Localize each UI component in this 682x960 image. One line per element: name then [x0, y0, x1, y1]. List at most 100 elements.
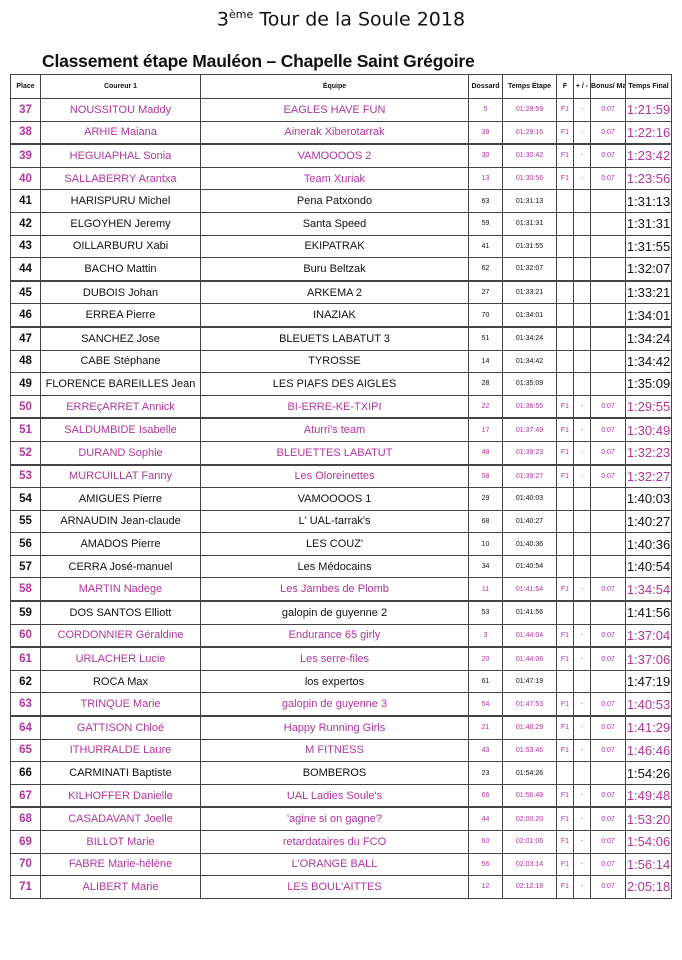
cell-place: 63: [10, 692, 41, 717]
cell-temps-final: 1:53:20: [625, 806, 672, 832]
cell-temps-final: 1:23:56: [625, 166, 672, 191]
cell-coureur: TRINQUE Marie: [40, 692, 201, 717]
cell-place: 39: [10, 143, 41, 168]
table-row: 66 CARMINATI Baptiste BOMBEROS 23 01:54:26 1:…: [10, 761, 672, 785]
cell-dossard: 28: [468, 372, 503, 396]
cell-bonus-malus: 0:07: [590, 646, 626, 671]
cell-temps-etape: 01:33:21: [502, 279, 557, 305]
cell-equipe: los expertos: [200, 669, 469, 694]
cell-coureur: DUBOIS Johan: [40, 279, 201, 305]
cell-coureur: SALLABERRY Arantxa: [40, 166, 201, 191]
column-header-bonus-malus: Bonus/ Malus: [590, 74, 626, 99]
cell-plus-minus: [573, 761, 591, 785]
cell-place: 70: [10, 852, 41, 877]
cell-f: F1: [556, 440, 574, 466]
cell-temps-final: 1:40:54: [625, 554, 672, 579]
cell-dossard: 17: [468, 417, 503, 442]
cell-temps-etape: 01:44:06: [502, 646, 557, 671]
column-header-temps-etape: Temps Étape: [502, 74, 557, 99]
cell-coureur: ERREA Pierre: [40, 303, 201, 328]
cell-temps-etape: 01:35:09: [502, 372, 557, 396]
cell-bonus-malus: [590, 234, 626, 259]
cell-plus-minus: [573, 257, 591, 282]
cell-coureur: ITHURRALDE Laure: [40, 738, 201, 763]
table-row: 41 HARISPURU Michel Pena Patxondo 63 01:31:1…: [10, 189, 672, 213]
cell-bonus-malus: 0:07: [590, 806, 626, 832]
cell-plus-minus: [573, 372, 591, 396]
table-row: 51 SALDUMBIDE Isabelle Aturri's team 17 01:3…: [10, 417, 672, 442]
cell-dossard: 20: [468, 646, 503, 671]
cell-equipe: L'ORANGE BALL: [200, 852, 469, 877]
cell-place: 44: [10, 257, 41, 282]
cell-place: 40: [10, 166, 41, 191]
cell-coureur: GATTISON Chloé: [40, 715, 201, 740]
cell-place: 58: [10, 577, 41, 602]
cell-temps-etape: 01:31:55: [502, 234, 557, 259]
column-header-place: Place: [10, 74, 41, 99]
cell-place: 59: [10, 600, 41, 625]
results-table: Place Coureur 1 Équipe Dossard Temps Étape F +…: [10, 74, 672, 899]
cell-coureur: ALIBERT Marie: [40, 875, 201, 899]
cell-place: 46: [10, 303, 41, 328]
cell-f: F1: [556, 623, 574, 648]
cell-temps-final: 1:54:06: [625, 830, 672, 854]
table-row: 61 URLACHER Lucie Les serre-files 20 01:44:0…: [10, 646, 672, 671]
cell-place: 67: [10, 783, 41, 808]
cell-plus-minus: [573, 532, 591, 556]
cell-equipe: Ainerak Xiberotarrak: [200, 120, 469, 145]
cell-bonus-malus: [590, 257, 626, 282]
cell-f: F1: [556, 806, 574, 832]
cell-coureur: CARMINATI Baptiste: [40, 761, 201, 785]
cell-temps-etape: 01:41:56: [502, 600, 557, 625]
cell-place: 57: [10, 554, 41, 579]
column-header-coureur: Coureur 1: [40, 74, 201, 99]
cell-equipe: Les Oloreinettes: [200, 463, 469, 489]
cell-temps-final: 1:41:56: [625, 600, 672, 625]
cell-coureur: DOS SANTOS Elliott: [40, 600, 201, 625]
cell-temps-etape: 01:29:16: [502, 120, 557, 145]
cell-dossard: 30: [468, 143, 503, 168]
cell-place: 47: [10, 325, 41, 351]
cell-bonus-malus: 0:07: [590, 623, 626, 648]
cell-f: F1: [556, 783, 574, 808]
cell-f: F1: [556, 830, 574, 854]
cell-bonus-malus: 0:07: [590, 783, 626, 808]
cell-plus-minus: -: [573, 875, 591, 899]
cell-equipe: Les serre-files: [200, 646, 469, 671]
cell-place: 45: [10, 279, 41, 305]
cell-bonus-malus: [590, 532, 626, 556]
title-text: Tour de la Soule 2018: [259, 8, 466, 31]
cell-equipe: LES COUZ': [200, 532, 469, 556]
cell-temps-final: 1:32:23: [625, 440, 672, 466]
cell-dossard: 59: [468, 211, 503, 236]
cell-place: 62: [10, 669, 41, 694]
cell-f: [556, 325, 574, 351]
cell-bonus-malus: 0:07: [590, 463, 626, 489]
title-superscript: ème: [229, 8, 254, 21]
table-row: 57 CERRA José-manuel Les Médocains 34 01:40:…: [10, 554, 672, 579]
cell-plus-minus: [573, 325, 591, 351]
column-header-dossard: Dossard: [468, 74, 503, 99]
column-header-plus-minus: + / -: [573, 74, 591, 99]
cell-plus-minus: [573, 279, 591, 305]
cell-plus-minus: [573, 349, 591, 374]
cell-coureur: SALDUMBIDE Isabelle: [40, 417, 201, 442]
stage-title: Classement étape Mauléon – Chapelle Sain…: [42, 51, 475, 71]
cell-temps-final: 1:34:24: [625, 325, 672, 351]
cell-temps-final: 1:40:27: [625, 509, 672, 534]
table-row: 53 MURCUILLAT Fanny Les Oloreinettes 58 01:3…: [10, 463, 672, 489]
cell-dossard: 11: [468, 577, 503, 602]
cell-temps-final: 1:47:19: [625, 669, 672, 694]
cell-dossard: 56: [468, 852, 503, 877]
cell-equipe: Les Jambes de Plomb: [200, 577, 469, 602]
cell-temps-final: 1:34:54: [625, 577, 672, 602]
cell-bonus-malus: [590, 189, 626, 213]
cell-coureur: DURAND Sophie: [40, 440, 201, 466]
cell-f: F1: [556, 120, 574, 145]
cell-equipe: Happy Running Girls: [200, 715, 469, 740]
cell-dossard: 54: [468, 692, 503, 717]
cell-plus-minus: -: [573, 440, 591, 466]
cell-bonus-malus: [590, 761, 626, 785]
cell-temps-final: 1:31:31: [625, 211, 672, 236]
cell-f: [556, 234, 574, 259]
